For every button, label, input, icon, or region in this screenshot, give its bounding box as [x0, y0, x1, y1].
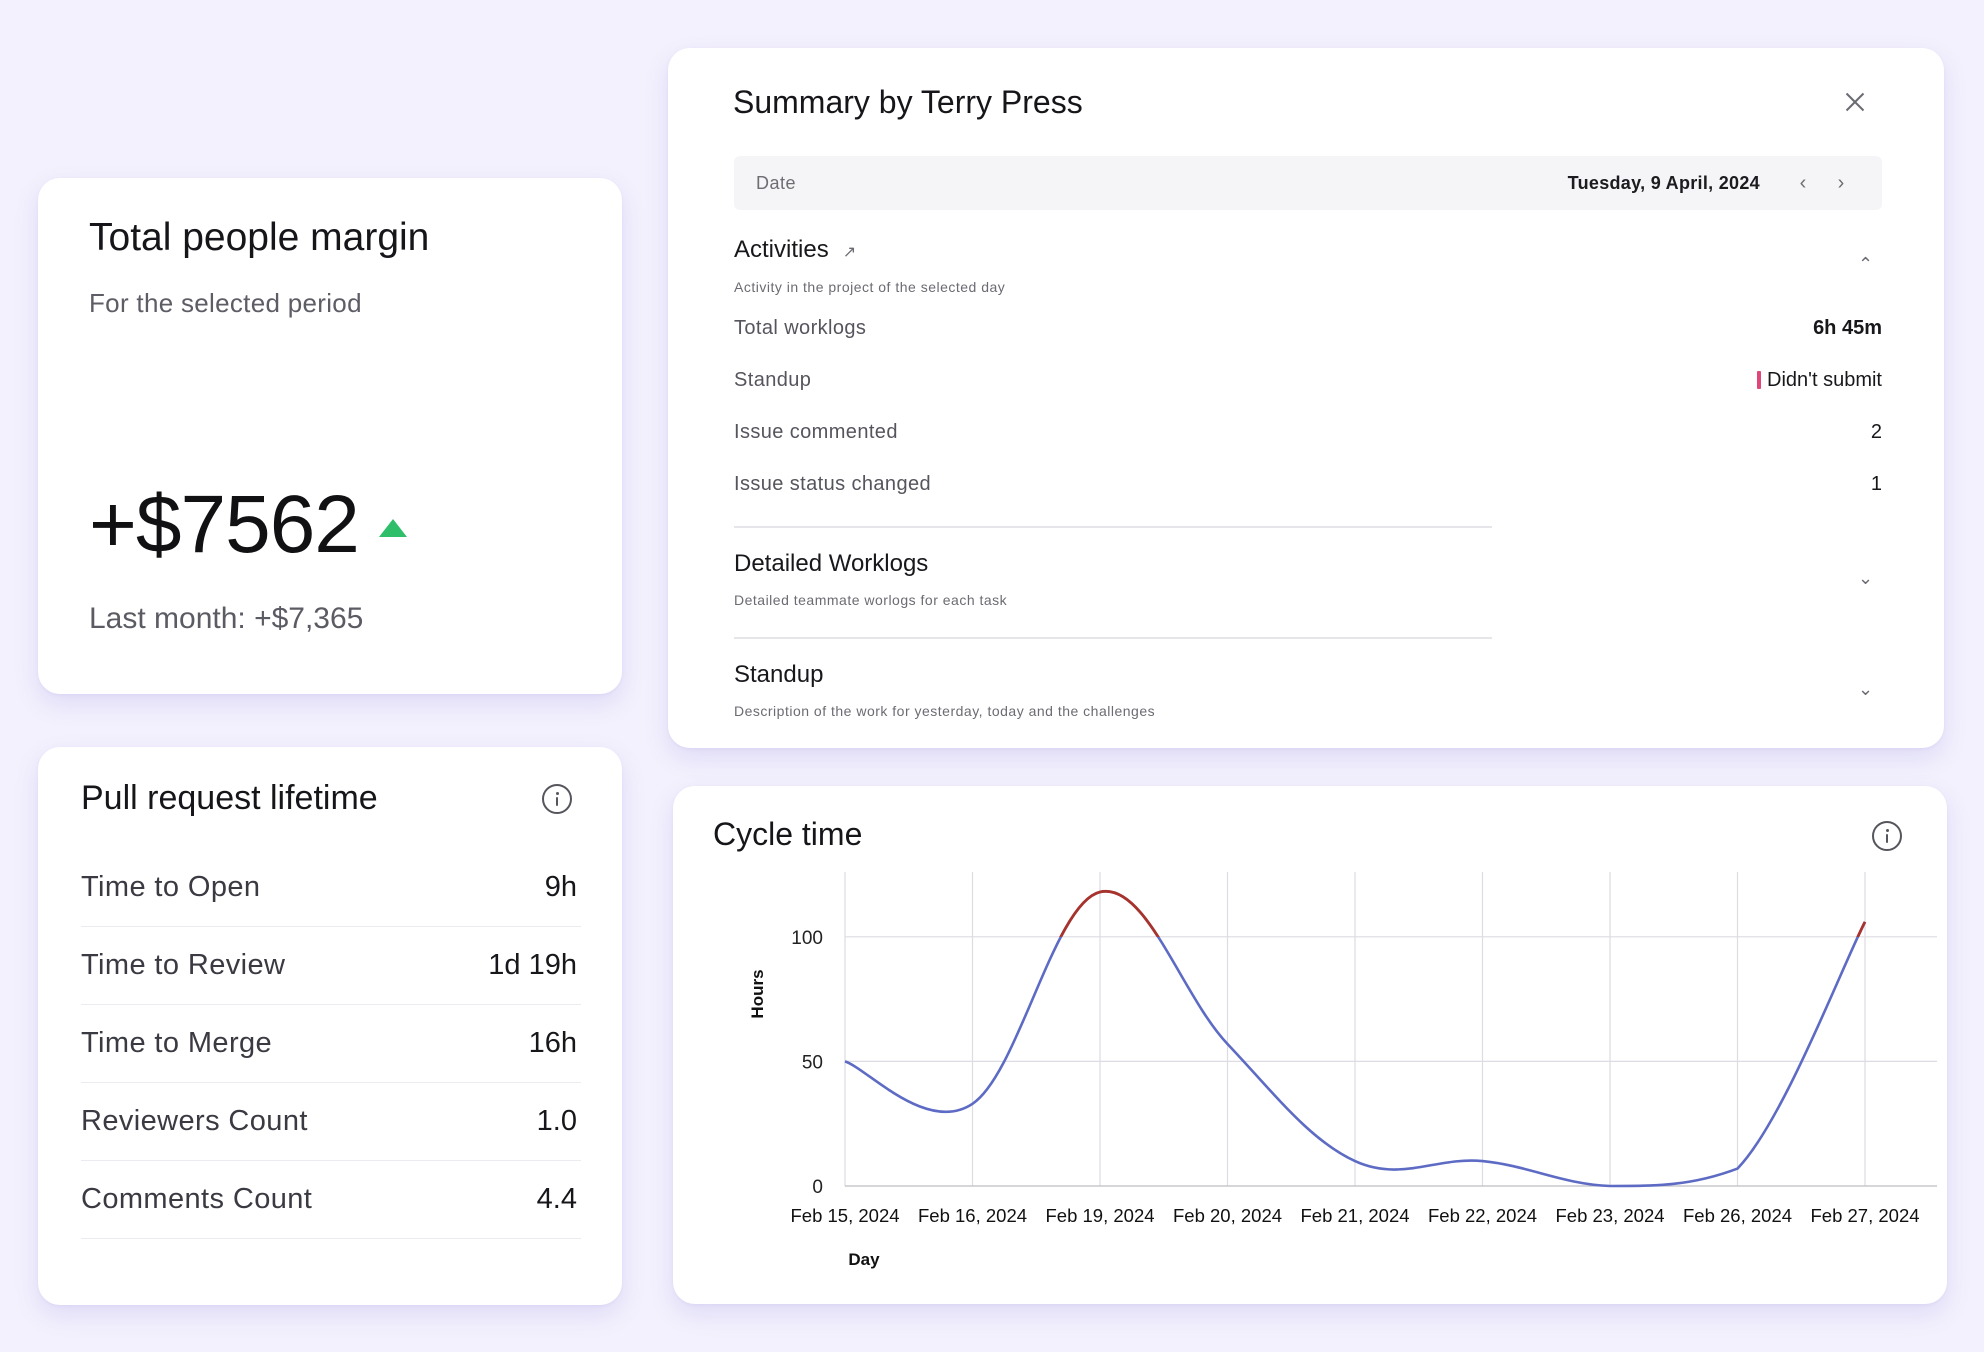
margin-value-row: +$7562	[89, 478, 407, 572]
margin-title: Total people margin	[89, 216, 430, 259]
pull-request-lifetime-card: Pull request lifetime Time to Open 9h Ti…	[38, 747, 622, 1305]
total-people-margin-card: Total people margin For the selected per…	[38, 178, 622, 694]
divider	[734, 526, 1492, 528]
standup-status: Didn't submit	[1757, 369, 1882, 392]
x-axis-label: Day	[848, 1250, 880, 1269]
x-tick-label: Feb 26, 2024	[1683, 1205, 1792, 1226]
pr-row-label: Time to Review	[81, 949, 286, 981]
activity-value: 1	[1870, 472, 1882, 495]
activity-row-total-worklogs: Total worklogs 6h 45m	[734, 308, 1882, 348]
pr-row-time-to-merge: Time to Merge 16h	[81, 1005, 581, 1083]
activity-row-issue-status-changed: Issue status changed 1	[734, 464, 1882, 504]
chevron-up-icon[interactable]: ⌃	[1858, 254, 1874, 274]
activities-subtitle: Activity in the project of the selected …	[734, 279, 1006, 295]
y-tick-label: 0	[812, 1177, 823, 1198]
chevron-down-icon[interactable]: ⌄	[1858, 568, 1874, 588]
info-icon[interactable]	[542, 784, 572, 814]
data-point	[843, 1059, 847, 1063]
data-point	[1608, 1184, 1612, 1188]
activities-header[interactable]: Activities ↗	[734, 236, 856, 264]
status-badge	[1757, 370, 1762, 389]
pr-row-time-to-review: Time to Review 1d 19h	[81, 927, 581, 1005]
data-point	[1353, 1159, 1357, 1163]
cycle-time-card: 0 50 100 Feb 15, 2024 Feb 16, 2024 Feb 19, 20…	[673, 786, 1947, 1304]
data-point	[1481, 1159, 1485, 1163]
y-axis-label: Hours	[748, 969, 767, 1018]
x-tick-label: Feb 16, 2024	[918, 1205, 1027, 1226]
pr-metrics-list: Time to Open 9h Time to Review 1d 19h Ti…	[81, 849, 581, 1239]
pr-row-value: 9h	[544, 871, 577, 903]
data-point	[1098, 890, 1102, 894]
activity-value: 6h 45m	[1813, 316, 1882, 339]
activity-label: Total worklogs	[734, 316, 867, 339]
chevron-left-icon[interactable]: ‹	[1799, 171, 1807, 194]
pr-row-value: 1.0	[536, 1105, 577, 1137]
x-tick-label: Feb 20, 2024	[1173, 1205, 1282, 1226]
activity-row-issue-commented: Issue commented 2	[734, 412, 1882, 452]
detailed-worklogs-subtitle: Detailed teammate worlogs for each task	[734, 592, 1008, 608]
margin-last-month: Last month: +$7,365	[89, 602, 364, 635]
date-bar: Date Tuesday, 9 April, 2024 ‹ ›	[734, 156, 1882, 210]
date-label: Date	[756, 172, 797, 193]
activity-value: 2	[1870, 420, 1882, 443]
activity-label: Issue status changed	[734, 472, 932, 495]
pr-row-value: 1d 19h	[488, 949, 577, 981]
cycle-title: Cycle time	[713, 816, 863, 852]
y-tick-label: 50	[802, 1052, 823, 1073]
y-tick-label: 100	[791, 928, 823, 949]
info-icon[interactable]	[1872, 821, 1902, 851]
x-tick-label: Feb 23, 2024	[1555, 1205, 1664, 1226]
series-line	[844, 890, 1867, 1188]
margin-value: +$7562	[89, 479, 360, 570]
triangle-up-icon	[378, 519, 407, 537]
pr-row-value: 16h	[528, 1027, 577, 1059]
data-point	[1736, 1167, 1740, 1171]
divider	[734, 637, 1492, 639]
pr-row-label: Reviewers Count	[81, 1105, 308, 1137]
pr-row-label: Comments Count	[81, 1183, 313, 1215]
x-tick-label: Feb 22, 2024	[1428, 1205, 1537, 1226]
arrow-up-right-icon[interactable]: ↗	[842, 244, 857, 261]
pr-row-comments-count: Comments Count 4.4	[81, 1161, 581, 1239]
x-tick-label: Feb 15, 2024	[790, 1205, 899, 1226]
chevron-down-icon[interactable]: ⌄	[1858, 679, 1874, 699]
date-value: Tuesday, 9 April, 2024	[1567, 172, 1760, 193]
x-tick-label: Feb 27, 2024	[1810, 1205, 1919, 1226]
pr-title: Pull request lifetime	[81, 779, 378, 817]
x-tick-label: Feb 19, 2024	[1045, 1205, 1154, 1226]
standup-subtitle: Description of the work for yesterday, t…	[734, 703, 1156, 719]
pr-row-reviewers-count: Reviewers Count 1.0	[81, 1083, 581, 1161]
detailed-worklogs-title[interactable]: Detailed Worklogs	[734, 550, 929, 577]
activity-row-standup: Standup Didn't submit	[734, 360, 1882, 400]
pr-row-label: Time to Merge	[81, 1027, 273, 1059]
pr-row-time-to-open: Time to Open 9h	[81, 849, 581, 927]
close-icon[interactable]	[1843, 90, 1867, 114]
activities-title: Activities	[734, 236, 829, 263]
data-point	[971, 1102, 975, 1106]
x-tick-label: Feb 21, 2024	[1300, 1205, 1409, 1226]
pr-row-value: 4.4	[536, 1183, 577, 1215]
pr-row-label: Time to Open	[81, 871, 261, 903]
activity-label: Standup	[734, 368, 812, 391]
data-point	[1863, 920, 1867, 924]
cycle-time-chart: 0 50 100 Feb 15, 2024 Feb 16, 2024 Feb 19, 20…	[748, 872, 1937, 1269]
activity-label: Issue commented	[734, 420, 898, 443]
standup-status-text: Didn't submit	[1767, 368, 1882, 391]
summary-card: Summary by Terry Press Date Tuesday, 9 A…	[668, 48, 1944, 748]
standup-title[interactable]: Standup	[734, 661, 824, 688]
margin-subtitle: For the selected period	[89, 288, 362, 318]
chevron-right-icon[interactable]: ›	[1837, 171, 1845, 194]
summary-title: Summary by Terry Press	[733, 84, 1083, 120]
data-point	[1226, 1042, 1230, 1046]
